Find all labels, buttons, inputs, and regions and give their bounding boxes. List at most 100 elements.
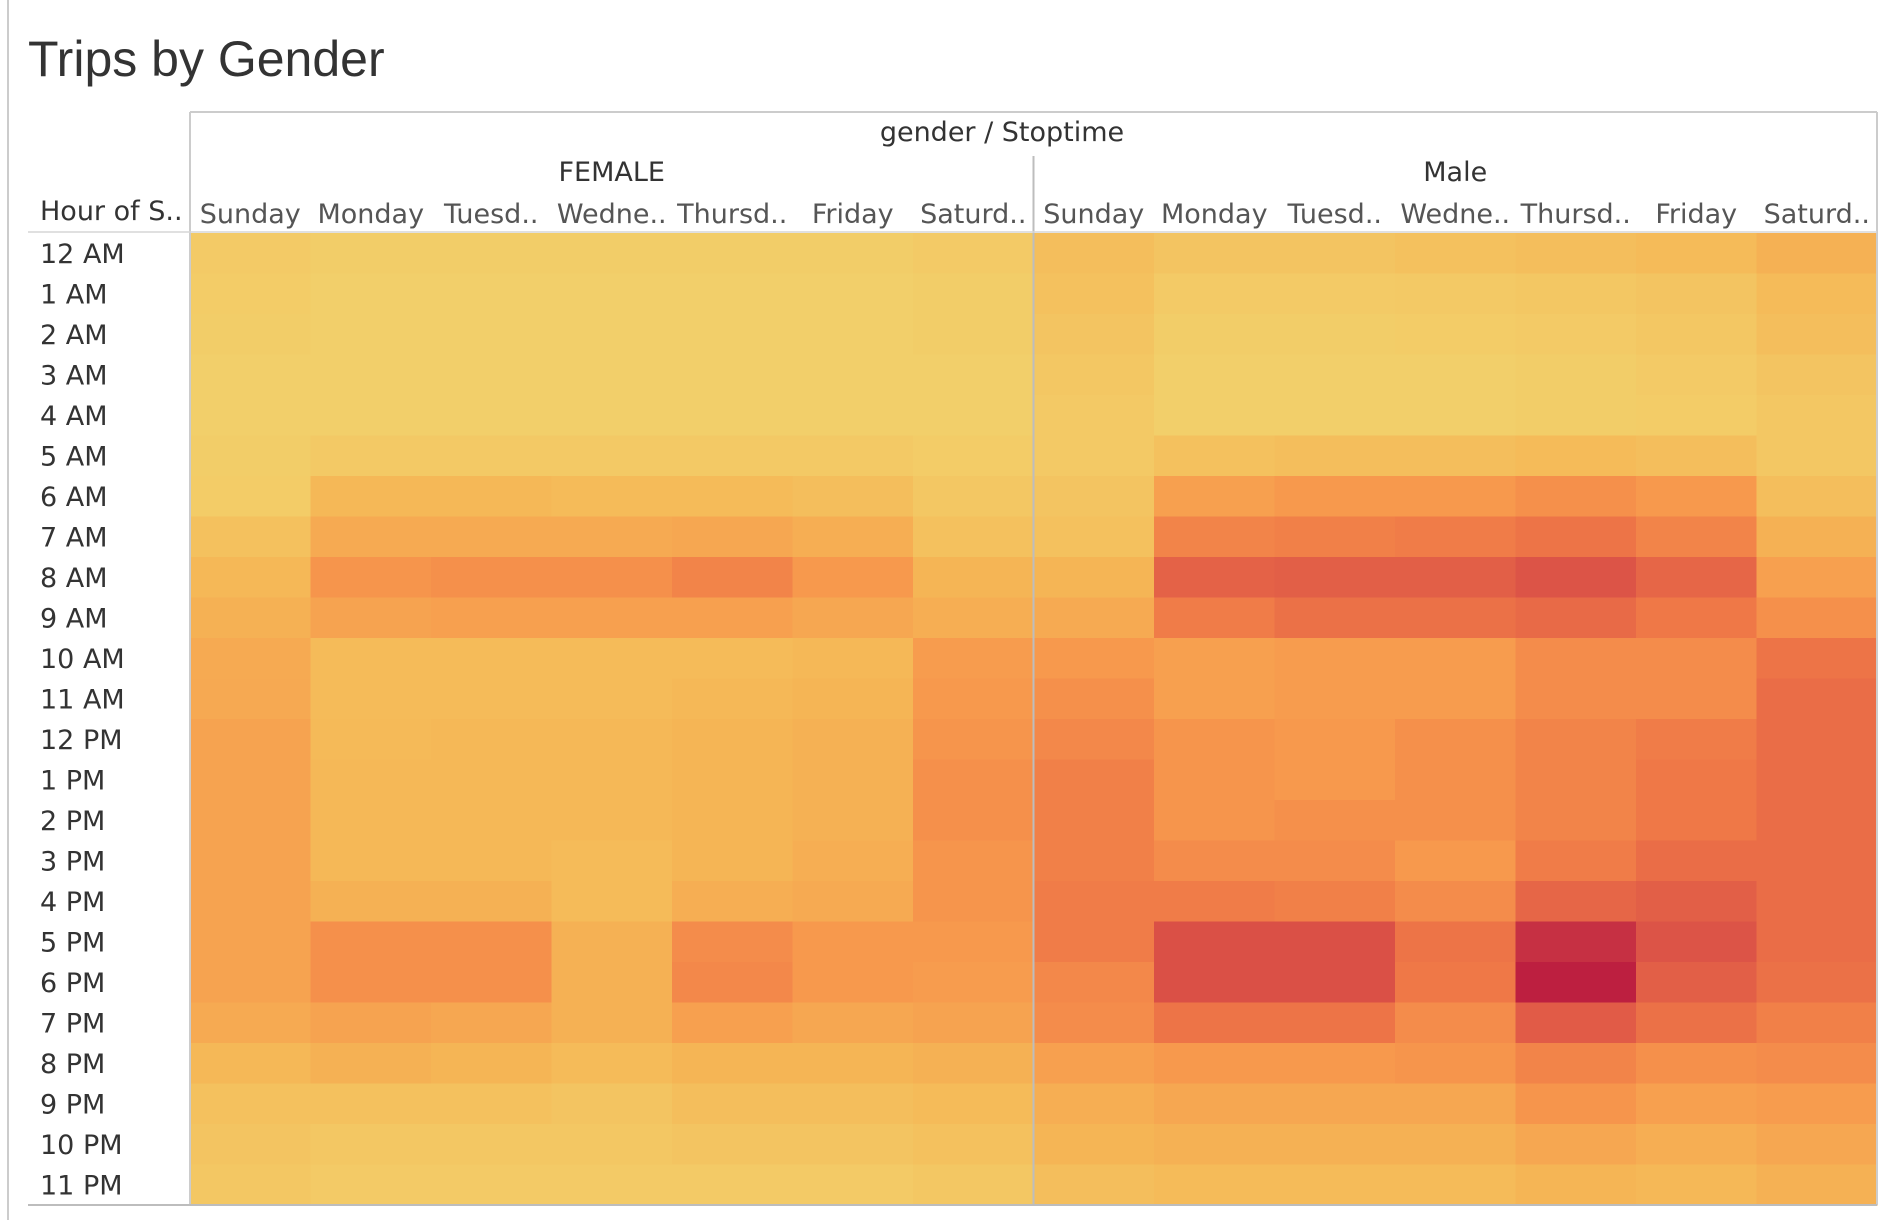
heatmap-cell <box>310 557 432 599</box>
heatmap-cell <box>1636 1083 1758 1125</box>
heatmap-cell <box>1274 1083 1396 1125</box>
hour-label: 12 AM <box>40 239 125 270</box>
heatmap-cell <box>672 638 794 680</box>
heatmap-cell <box>792 678 914 720</box>
heatmap-cell <box>431 719 553 761</box>
heatmap-cell <box>431 759 553 801</box>
heatmap-cell <box>431 1002 553 1044</box>
heatmap-cell <box>792 800 914 842</box>
heatmap-cell <box>1756 435 1878 477</box>
heatmap-cell <box>792 354 914 396</box>
heatmap-cell <box>431 678 553 720</box>
heatmap-cell <box>431 395 553 437</box>
hour-label: 2 AM <box>40 320 108 351</box>
heatmap-cell <box>1636 557 1758 599</box>
heatmap-cell <box>1636 1002 1758 1044</box>
heatmap-cell <box>1154 759 1276 801</box>
heatmap-cell <box>431 597 553 639</box>
heatmap-cell <box>792 840 914 882</box>
heatmap-cell <box>1756 638 1878 680</box>
heatmap-cell <box>672 314 794 356</box>
heatmap-cell <box>1395 1002 1517 1044</box>
heatmap-cell <box>1636 1124 1758 1166</box>
heatmap-cell <box>1033 881 1155 923</box>
heatmap-cell <box>792 1083 914 1125</box>
heatmap-cell <box>672 476 794 518</box>
hour-label: 8 PM <box>40 1049 105 1080</box>
heatmap-cell <box>792 273 914 315</box>
heatmap-cell <box>1756 1083 1878 1125</box>
heatmap-cell <box>1154 516 1276 558</box>
heatmap-cell <box>1033 435 1155 477</box>
heatmap-cell <box>1033 233 1155 275</box>
heatmap-cell <box>1274 1164 1396 1206</box>
heatmap-cell <box>1154 1124 1276 1166</box>
heatmap-cell <box>551 597 673 639</box>
heatmap-cell <box>672 678 794 720</box>
day-label: Wedne.. <box>557 199 667 230</box>
day-label: Saturd.. <box>1764 199 1870 230</box>
hour-label: 2 PM <box>40 806 105 837</box>
heatmap-cell <box>1154 678 1276 720</box>
heatmap-cell <box>1515 719 1637 761</box>
heatmap-cell <box>792 1002 914 1044</box>
heatmap-cell <box>1395 233 1517 275</box>
heatmap-cell <box>1395 1043 1517 1085</box>
heatmap-cell <box>913 1083 1035 1125</box>
heatmap-cell <box>1756 516 1878 558</box>
day-label: Tuesd.. <box>1287 199 1383 230</box>
heatmap-cell <box>1033 719 1155 761</box>
hour-label: 11 AM <box>40 685 125 716</box>
heatmap-cell <box>672 395 794 437</box>
heatmap-cell <box>190 719 312 761</box>
hour-label: 5 AM <box>40 442 108 473</box>
heatmap-cell <box>190 1043 312 1085</box>
heatmap-cell <box>1515 435 1637 477</box>
heatmap-cell <box>792 395 914 437</box>
heatmap-cell <box>1274 1002 1396 1044</box>
heatmap-cell <box>672 1002 794 1044</box>
day-label: Tuesd.. <box>443 199 539 230</box>
heatmap-cell <box>913 476 1035 518</box>
heatmap-cell <box>1756 1043 1878 1085</box>
heatmap-cell <box>1154 638 1276 680</box>
heatmap-cell <box>1515 476 1637 518</box>
heatmap-cell <box>190 678 312 720</box>
heatmap-cell <box>1756 597 1878 639</box>
heatmap-cell <box>190 1083 312 1125</box>
day-label: Sunday <box>200 199 301 230</box>
heatmap-cell <box>551 921 673 963</box>
heatmap-cell <box>551 719 673 761</box>
heatmap-cell <box>551 800 673 842</box>
heatmap-cell <box>310 719 432 761</box>
heatmap-cell <box>1033 557 1155 599</box>
day-label: Friday <box>1655 199 1737 230</box>
day-label: Monday <box>317 199 424 230</box>
heatmap-cell <box>1033 1124 1155 1166</box>
heatmap-cell <box>913 395 1035 437</box>
heatmap-cell <box>1515 1124 1637 1166</box>
heatmap-cell <box>672 1164 794 1206</box>
heatmap-cell <box>1515 395 1637 437</box>
heatmap-cell <box>1395 759 1517 801</box>
heatmap-cell <box>1154 921 1276 963</box>
heatmap-cell <box>1154 557 1276 599</box>
heatmap-cell <box>1033 1164 1155 1206</box>
heatmap-cell <box>431 638 553 680</box>
heatmap-cell <box>1636 800 1758 842</box>
heatmap-cell <box>1395 1083 1517 1125</box>
heatmap-cell <box>310 1043 432 1085</box>
heatmap-cell <box>1515 800 1637 842</box>
heatmap-cell <box>1515 1002 1637 1044</box>
heatmap-cell <box>1395 557 1517 599</box>
heatmap-cell <box>1395 678 1517 720</box>
heatmap-cell <box>792 1043 914 1085</box>
heatmap-cell <box>1033 273 1155 315</box>
hour-label: 8 AM <box>40 563 108 594</box>
heatmap-cell <box>913 921 1035 963</box>
heatmap-cell <box>310 1083 432 1125</box>
heatmap-cell <box>672 1124 794 1166</box>
heatmap-cell <box>1274 395 1396 437</box>
labels-layer: FEMALE Sunday Monday Tuesd.. Wedne.. Thursd..… <box>40 157 1870 1202</box>
heatmap-cell <box>1033 759 1155 801</box>
